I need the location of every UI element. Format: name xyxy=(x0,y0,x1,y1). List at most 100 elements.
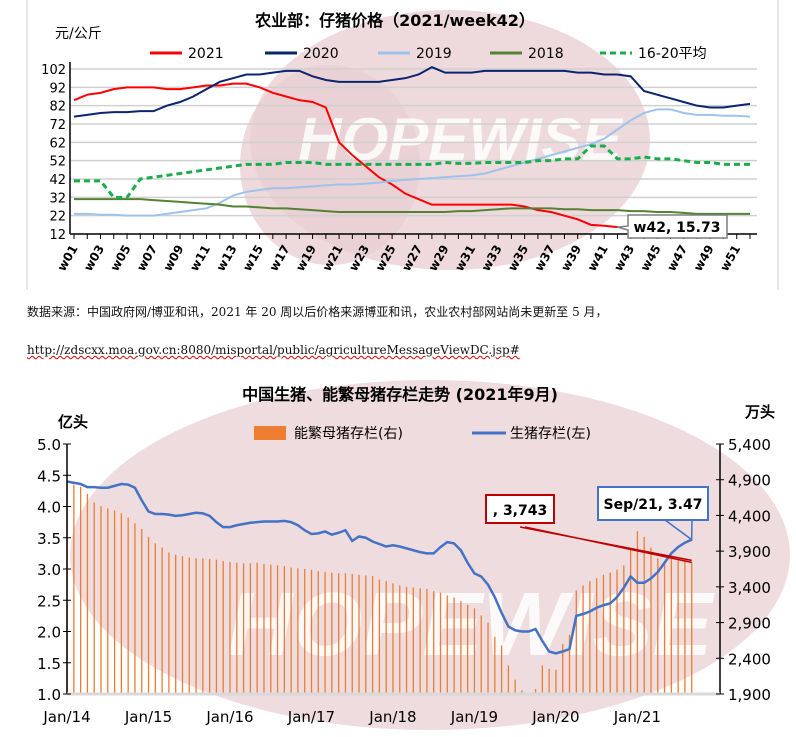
bar xyxy=(467,604,469,694)
left-tick-label: 3.0 xyxy=(37,561,61,579)
x-tick-label: Jan/17 xyxy=(287,708,335,726)
right-tick-label: 5,400 xyxy=(728,436,771,454)
bar xyxy=(147,536,150,694)
x-tick-label: w13 xyxy=(214,243,240,274)
y-tick-label: 72 xyxy=(49,118,66,133)
annotation-box xyxy=(617,214,728,239)
bar xyxy=(399,585,401,694)
bar xyxy=(181,556,184,694)
right-tick-label: 3,400 xyxy=(728,579,771,597)
y-tick-label: 102 xyxy=(41,63,66,78)
svg-text:HOPEWISE: HOPEWISE xyxy=(298,106,623,173)
x-tick-label: w37 xyxy=(532,243,558,274)
bar xyxy=(222,561,224,694)
legend-label: 2019 xyxy=(416,46,452,62)
left-tick-label: 1.0 xyxy=(37,686,61,704)
bar xyxy=(487,622,489,694)
right-tick-label: 4,900 xyxy=(728,472,771,490)
bar xyxy=(602,574,605,694)
bar xyxy=(73,484,75,694)
bar xyxy=(134,523,136,694)
x-tick-label: w19 xyxy=(293,243,319,274)
annotation-label: Sep/21, 3.47 xyxy=(604,497,703,513)
y-tick-label: 92 xyxy=(49,81,66,96)
x-tick-label: Jan/15 xyxy=(124,708,172,726)
bar xyxy=(120,513,123,694)
y-tick-label: 52 xyxy=(49,155,66,170)
bar xyxy=(107,508,109,694)
legend-label: 16-20平均 xyxy=(638,46,707,62)
bar xyxy=(161,547,163,694)
x-tick-label: w35 xyxy=(505,243,531,274)
bar xyxy=(283,566,285,694)
x-tick-label: w33 xyxy=(479,243,505,274)
bar xyxy=(589,581,591,694)
right-axis-label: 万头 xyxy=(744,403,775,421)
bar xyxy=(188,557,190,694)
bar xyxy=(657,558,659,694)
y-tick-label: 62 xyxy=(49,136,66,151)
x-tick-label: w45 xyxy=(638,243,664,274)
bar xyxy=(534,689,537,694)
source-url-link[interactable]: http://zdscxx.moa.gov.cn:8080/misportal/… xyxy=(27,343,520,357)
bar xyxy=(426,589,428,694)
bar xyxy=(141,529,143,694)
bar xyxy=(290,567,292,694)
bar xyxy=(643,536,645,694)
series-line-2020 xyxy=(73,66,751,118)
bar xyxy=(582,585,584,694)
bar xyxy=(568,634,571,694)
series-line-2018 xyxy=(74,198,750,215)
bar xyxy=(344,573,347,694)
bar xyxy=(636,531,639,694)
bar xyxy=(310,569,313,694)
legend-label: 2020 xyxy=(303,46,339,62)
x-tick-label: w39 xyxy=(558,243,584,274)
svg-text:HOPEWISE: HOPEWISE xyxy=(227,575,715,675)
bar xyxy=(433,591,435,694)
series-line-16-20平均 xyxy=(74,144,750,199)
x-tick-label: w17 xyxy=(267,243,293,274)
x-tick-label: w47 xyxy=(664,243,690,274)
bar xyxy=(500,645,503,694)
bar xyxy=(351,574,353,694)
left-tick-label: 4.0 xyxy=(37,499,61,517)
x-tick-label: Jan/14 xyxy=(42,708,90,726)
y-tick-label: 12 xyxy=(49,228,66,243)
x-tick-label: w41 xyxy=(585,243,611,274)
bar xyxy=(175,554,177,694)
x-tick-label: w03 xyxy=(81,243,107,274)
bar xyxy=(446,595,448,694)
x-tick-label: w49 xyxy=(691,243,717,274)
right-tick-label: 1,900 xyxy=(728,686,771,704)
bar xyxy=(236,562,238,694)
left-tick-label: 2.5 xyxy=(37,592,61,610)
bar xyxy=(453,597,455,694)
right-tick-label: 2,900 xyxy=(728,615,771,633)
x-tick-label: w01 xyxy=(55,243,81,274)
bar xyxy=(93,502,95,694)
series-line-hog-inventory xyxy=(66,480,693,655)
bar xyxy=(670,558,673,694)
piglet-price-chart: 农业部：仔猪价格（2021/week42） 元/公斤 102 92 82 72 62 52… xyxy=(26,0,779,290)
x-tick-label: w51 xyxy=(717,243,743,274)
x-tick-label: Jan/16 xyxy=(205,708,253,726)
y-tick-label: 32 xyxy=(49,191,66,206)
x-tick-label: w05 xyxy=(108,243,134,274)
bar xyxy=(195,558,197,694)
bar xyxy=(249,563,252,694)
bar xyxy=(439,592,442,694)
left-tick-label: 4.5 xyxy=(37,467,61,485)
bar xyxy=(616,569,618,694)
bar xyxy=(338,573,340,694)
bar xyxy=(623,565,625,694)
bar xyxy=(521,690,523,694)
left-axis-label: 亿头 xyxy=(58,413,88,431)
bar xyxy=(242,563,245,694)
bar xyxy=(392,583,394,694)
bar xyxy=(378,579,381,694)
x-tick-label: w15 xyxy=(240,243,266,274)
bar xyxy=(331,572,333,694)
bar xyxy=(154,543,156,694)
